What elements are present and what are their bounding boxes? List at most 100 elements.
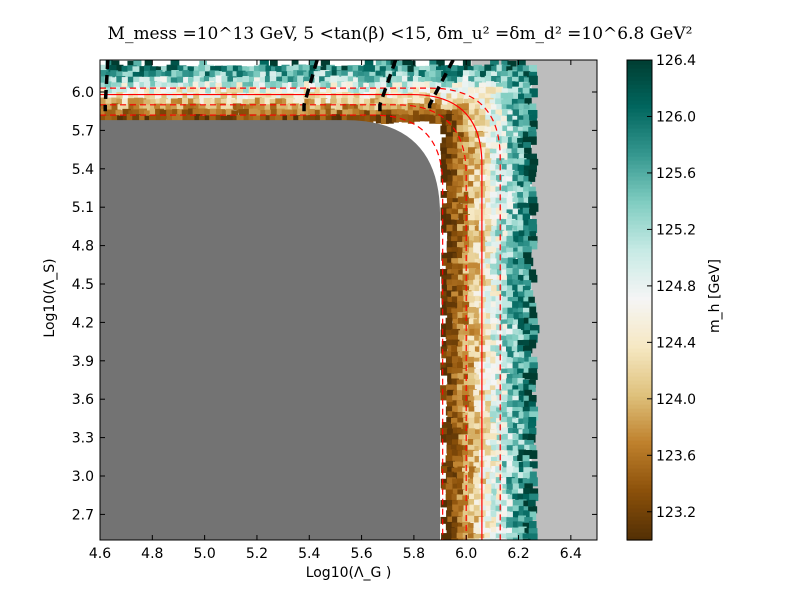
scatter-point: [132, 66, 141, 74]
scatter-point: [523, 510, 531, 520]
scatter-point: [523, 114, 533, 124]
scatter-point: [282, 82, 291, 90]
scatter-point: [490, 180, 498, 189]
scatter-point: [187, 66, 197, 74]
scatter-point: [485, 114, 493, 125]
scatter-point: [473, 246, 481, 256]
scatter-point: [524, 440, 534, 448]
scatter-point: [467, 312, 475, 322]
scatter-point: [440, 390, 450, 401]
scatter-point: [501, 236, 510, 244]
scatter-point: [490, 389, 499, 398]
scatter-point: [479, 186, 489, 194]
scatter-point: [490, 60, 499, 67]
scatter-point: [490, 93, 500, 101]
scatter-point: [468, 362, 476, 371]
scatter-point: [133, 76, 143, 87]
scatter-point: [491, 75, 501, 84]
y-tick-label: 5.4: [72, 162, 94, 178]
scatter-point: [445, 65, 455, 75]
scatter-point: [346, 114, 355, 123]
scatter-point: [529, 203, 539, 212]
scatter-point: [375, 93, 383, 102]
scatter-point: [518, 302, 526, 310]
scatter-point: [468, 87, 475, 94]
scatter-point: [451, 345, 461, 354]
scatter-point: [507, 252, 515, 259]
scatter-point: [457, 429, 467, 438]
scatter-point: [489, 439, 499, 447]
scatter-point: [441, 279, 449, 289]
scatter-point: [517, 378, 525, 388]
scatter-point: [456, 384, 466, 394]
scatter-point: [524, 159, 533, 168]
scatter-point: [468, 499, 478, 508]
scatter-point: [368, 82, 377, 90]
scatter-point: [529, 88, 538, 98]
scatter-point: [353, 104, 362, 112]
scatter-point: [447, 251, 457, 260]
scatter-point: [171, 114, 179, 123]
scatter-point: [193, 87, 203, 96]
colorbar-segment: [627, 312, 652, 317]
scatter-point: [512, 374, 520, 382]
scatter-point: [507, 363, 515, 372]
scatter-point: [517, 60, 526, 69]
scatter-point: [468, 214, 475, 222]
scatter-point: [485, 202, 495, 211]
scatter-point: [198, 64, 208, 74]
scatter-point: [518, 418, 526, 428]
scatter-point: [522, 301, 530, 310]
scatter-point: [511, 472, 522, 480]
scatter-point: [478, 317, 487, 327]
scatter-point: [506, 445, 515, 453]
scatter-point: [127, 76, 135, 86]
scatter-point: [529, 411, 539, 421]
scatter-point: [270, 81, 279, 91]
scatter-point: [309, 104, 317, 113]
scatter-point: [457, 334, 467, 344]
scatter-point: [496, 428, 507, 436]
scatter-point: [287, 87, 296, 96]
scatter-point: [451, 528, 461, 537]
scatter-point: [490, 258, 500, 267]
scatter-point: [194, 114, 203, 123]
scatter-point: [259, 87, 267, 95]
scatter-point: [248, 86, 257, 95]
scatter-point: [457, 295, 464, 303]
scatter-point: [451, 417, 460, 426]
scatter-point: [491, 488, 499, 497]
scatter-point: [523, 104, 533, 112]
scatter-point: [468, 131, 478, 138]
scatter-point: [302, 64, 311, 73]
scatter-point: [484, 363, 494, 370]
scatter-point: [512, 258, 521, 268]
scatter-point: [214, 71, 222, 78]
scatter-point: [177, 114, 187, 124]
scatter-point: [517, 284, 526, 292]
scatter-point: [479, 98, 489, 108]
scatter-point: [469, 466, 477, 475]
scatter-point: [447, 533, 456, 540]
colorbar-label: m_h [GeV]: [707, 259, 723, 333]
scatter-point: [473, 472, 483, 480]
scatter-point: [292, 109, 301, 119]
scatter-point: [236, 82, 246, 90]
scatter-point: [478, 456, 489, 464]
scatter-point: [502, 125, 511, 133]
scatter-point: [126, 114, 135, 121]
scatter-point: [513, 455, 522, 463]
scatter-point: [507, 121, 514, 130]
scatter-point: [474, 108, 482, 117]
scatter-point: [231, 110, 239, 119]
scatter-point: [320, 60, 330, 70]
scatter-point: [127, 60, 135, 70]
scatter-point: [501, 373, 510, 382]
scatter-point: [473, 357, 483, 366]
scatter-point: [297, 82, 307, 92]
scatter-point: [144, 60, 153, 68]
scatter-point: [462, 268, 471, 278]
scatter-point: [336, 98, 346, 107]
scatter-point: [507, 186, 517, 195]
scatter-point: [445, 114, 454, 123]
